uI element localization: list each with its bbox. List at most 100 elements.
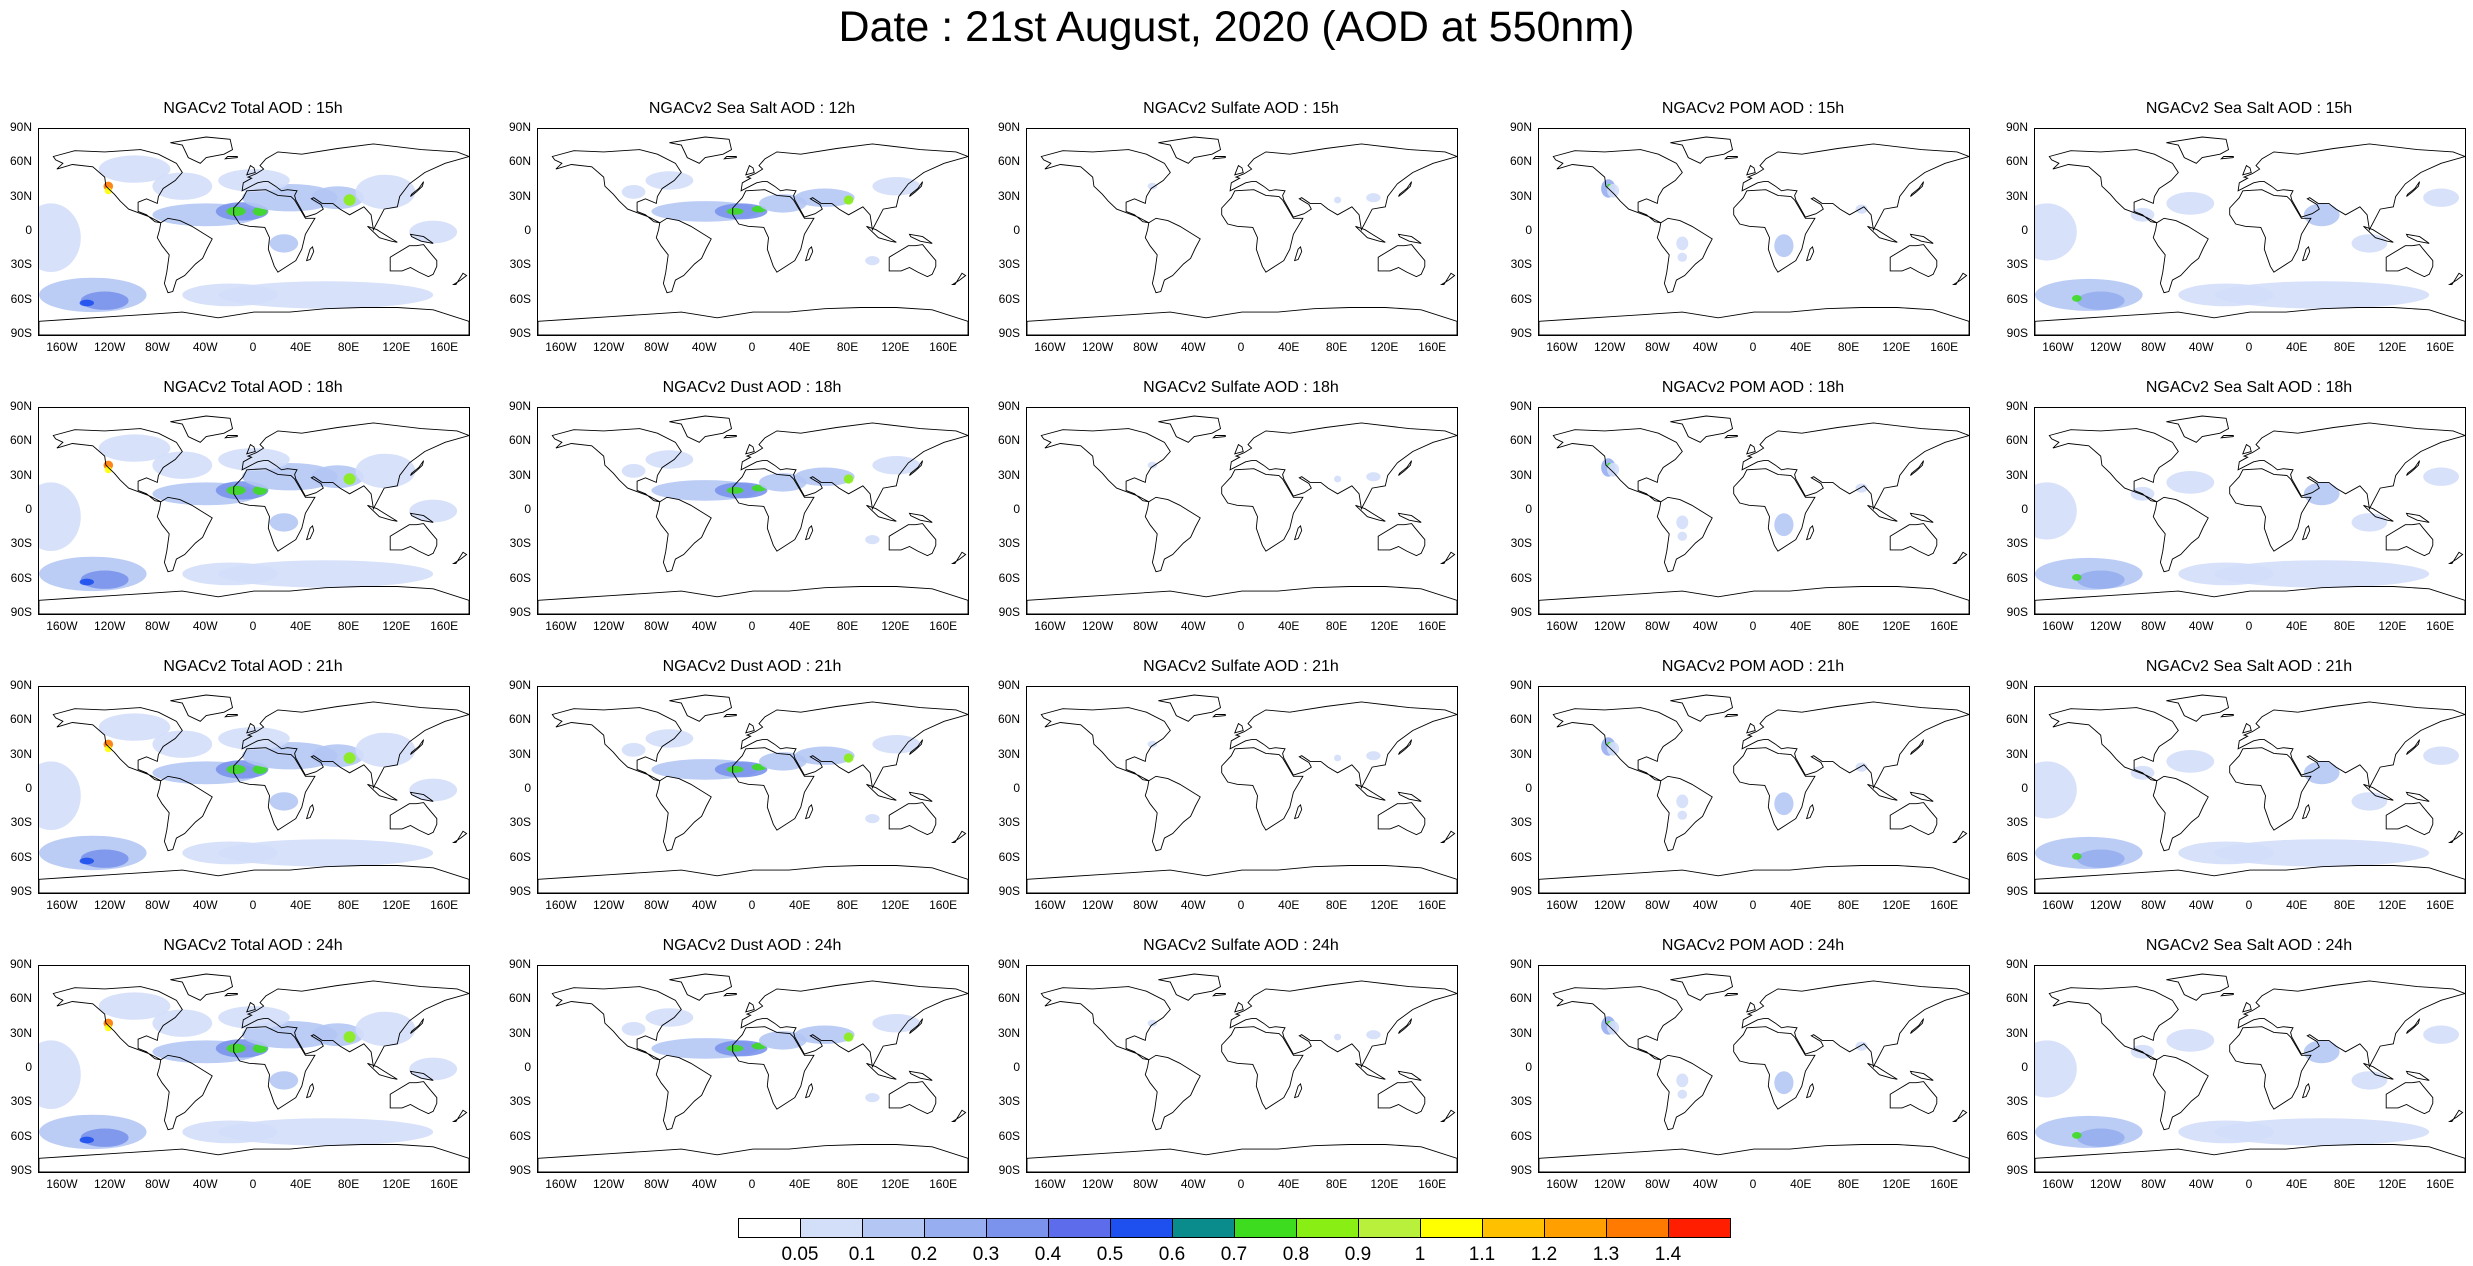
lat-tick-label: 30S xyxy=(998,536,1020,551)
coastline xyxy=(1158,694,1222,722)
aod-field xyxy=(182,1120,278,1144)
lon-tick-label: 80W xyxy=(2141,898,2166,912)
aod-field xyxy=(2035,761,2077,819)
coastline xyxy=(1746,164,1756,176)
map-panel-pom xyxy=(1538,965,1970,1173)
lon-tick-label: 160W xyxy=(1034,1177,1066,1191)
coastline xyxy=(1951,272,1968,286)
lat-tick-label: 0 xyxy=(1013,781,1020,795)
world-map xyxy=(538,694,968,893)
coastline xyxy=(1867,783,1898,801)
lat-tick-label: 90N xyxy=(2005,957,2028,971)
lat-tick-label: 0 xyxy=(1525,502,1532,516)
lon-tick-label: 160E xyxy=(1930,619,1959,633)
coastline xyxy=(2035,307,2465,335)
panel-title: NGACv2 Total AOD : 21h xyxy=(163,658,343,675)
aod-field xyxy=(104,745,112,753)
world-map xyxy=(538,136,968,335)
coastline xyxy=(367,783,398,801)
lat-tick-label: 60N xyxy=(9,154,32,169)
lon-tick-label: 40W xyxy=(2188,898,2214,912)
lon-tick-label: 120E xyxy=(2378,340,2407,354)
lat-tick-label: 0 xyxy=(25,781,32,795)
lon-tick-label: 160E xyxy=(1418,1177,1447,1191)
coastline xyxy=(866,504,897,522)
coastline xyxy=(1027,1144,1457,1172)
aod-field xyxy=(2072,853,2082,860)
aod-field xyxy=(98,992,171,1020)
map-panel-seasalt xyxy=(2034,965,2466,1173)
coastline xyxy=(2406,1018,2421,1034)
lon-tick-label: 120W xyxy=(1081,619,1114,633)
lon-tick-label: 40E xyxy=(2286,898,2308,912)
lon-tick-label: 120W xyxy=(1593,340,1626,354)
lon-tick-label: 40E xyxy=(1278,619,1300,633)
coastline xyxy=(451,551,468,565)
lat-tick-label: 60S xyxy=(509,849,531,864)
coastline xyxy=(866,1062,897,1080)
coastline xyxy=(1158,415,1222,443)
lat-tick-label: 90S xyxy=(998,605,1020,619)
lon-tick-label: 40W xyxy=(1180,1177,1206,1191)
coastline xyxy=(367,504,398,522)
lon-tick-label: 120E xyxy=(1882,898,1911,912)
lon-tick-label: 120W xyxy=(1593,898,1626,912)
lon-tick-label: 40W xyxy=(2188,619,2214,633)
lon-tick-label: 40W xyxy=(1180,340,1206,354)
world-map xyxy=(1539,973,1969,1172)
coastline xyxy=(233,468,316,552)
coastline xyxy=(1733,468,1816,552)
coastline xyxy=(2242,443,2252,455)
coastline xyxy=(389,1081,438,1115)
coastline xyxy=(2220,435,2234,439)
lon-tick-label: 40W xyxy=(1692,898,1718,912)
coastline xyxy=(950,1109,967,1123)
lon-tick-label: 120W xyxy=(93,1177,126,1191)
aod-field xyxy=(2303,761,2340,785)
coastline xyxy=(409,233,434,244)
aod-field xyxy=(39,482,81,551)
panel-title: NGACv2 Sea Salt AOD : 24h xyxy=(2145,937,2353,954)
coastline xyxy=(1539,1144,1969,1172)
aod-field xyxy=(1677,810,1688,820)
aod-field xyxy=(409,1057,458,1081)
lat-tick-label: 90N xyxy=(9,678,32,692)
lon-tick-label: 120W xyxy=(2089,340,2122,354)
panel-title: NGACv2 POM AOD : 18h xyxy=(1661,379,1845,396)
lon-tick-label: 160W xyxy=(1034,619,1066,633)
lat-tick-label: 30N xyxy=(2005,746,2028,761)
lat-tick-label: 60N xyxy=(1509,991,1532,1006)
aod-field xyxy=(2423,746,2459,765)
lon-tick-label: 40W xyxy=(1692,1177,1718,1191)
lat-tick-label: 90N xyxy=(1509,957,1532,971)
lat-tick-label: 60N xyxy=(2005,154,2028,169)
aod-field xyxy=(1774,234,1794,258)
coastline xyxy=(389,244,438,278)
aod-field xyxy=(2214,1118,2430,1146)
coastline xyxy=(1741,701,1969,790)
aod-field xyxy=(2351,792,2388,811)
map-panel-seasalt xyxy=(2034,128,2466,336)
lon-tick-label: 160W xyxy=(545,340,577,354)
panel-title: NGACv2 POM AOD : 21h xyxy=(1661,658,1845,675)
panel-title: NGACv2 Dust AOD : 18h xyxy=(662,379,842,396)
aod-field xyxy=(343,473,356,485)
aod-field xyxy=(218,169,290,192)
lat-tick-label: 30S xyxy=(10,815,32,830)
lat-tick-label: 0 xyxy=(2021,781,2028,795)
lat-tick-label: 60N xyxy=(1509,433,1532,448)
aod-field xyxy=(1677,1089,1688,1099)
lon-tick-label: 160E xyxy=(2426,340,2455,354)
coastline xyxy=(1355,225,1386,243)
aod-field xyxy=(79,578,94,586)
coastline xyxy=(1539,865,1969,893)
coastline xyxy=(1398,181,1413,197)
coastline xyxy=(1158,136,1222,164)
world-map xyxy=(1539,136,1969,335)
coastline xyxy=(2363,504,2394,522)
aod-field xyxy=(1607,741,1620,756)
lat-tick-label: 0 xyxy=(1525,781,1532,795)
coastline xyxy=(1733,1026,1816,1110)
lat-tick-label: 90N xyxy=(997,399,1020,413)
aod-field xyxy=(2351,513,2388,532)
